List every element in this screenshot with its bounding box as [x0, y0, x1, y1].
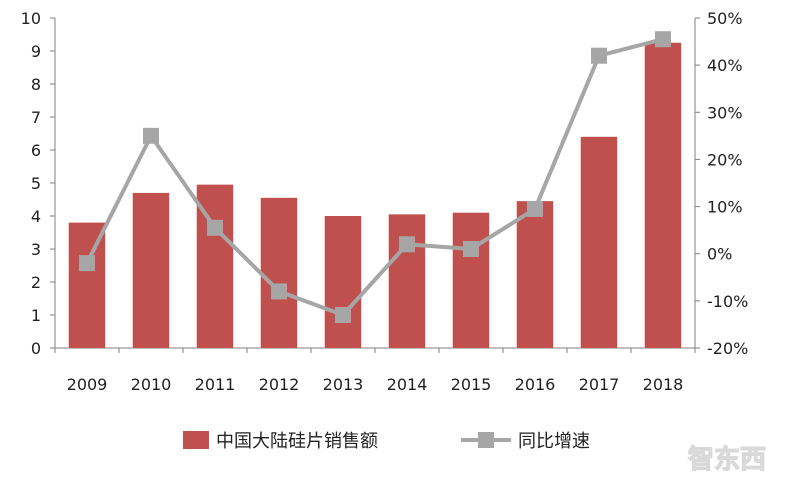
x-tick-label: 2017	[579, 375, 620, 394]
line-point	[271, 283, 287, 300]
line-point	[591, 47, 607, 64]
right-tick-label: -10%	[707, 292, 748, 311]
line-point	[207, 219, 223, 236]
legend: 中国大陆硅片销售额 同比增速	[183, 431, 590, 452]
left-tick-label: 5	[31, 174, 41, 193]
bar	[644, 42, 682, 348]
x-tick-label: 2018	[643, 375, 684, 394]
legend-bar-label: 中国大陆硅片销售额	[216, 431, 378, 452]
left-tick-label: 2	[31, 273, 41, 292]
right-tick-label: -20%	[707, 339, 748, 358]
left-tick-label: 6	[31, 141, 41, 160]
legend-bar-swatch	[183, 431, 209, 449]
line-point	[143, 127, 159, 144]
bar-series	[68, 42, 682, 348]
left-tick-label: 8	[31, 75, 41, 94]
bar	[452, 212, 490, 348]
left-tick-label: 10	[21, 9, 41, 28]
left-tick-label: 0	[31, 339, 41, 358]
x-tick-label: 2011	[195, 375, 236, 394]
line-point	[335, 307, 351, 323]
legend-line-label: 同比增速	[518, 431, 590, 452]
line-point	[527, 200, 543, 217]
left-tick-label: 7	[31, 108, 41, 127]
bar	[516, 201, 554, 348]
line-series	[79, 31, 671, 323]
right-tick-label: 10%	[707, 198, 743, 217]
line-point	[79, 255, 95, 272]
x-tick-label: 2012	[259, 375, 300, 394]
line-point	[399, 236, 415, 253]
x-axis-ticks: 2009 2010 2011 2012 2013 2014 2015 2016 2017 2018	[54, 348, 696, 394]
growth-line	[85, 37, 664, 317]
x-tick-label: 2014	[387, 375, 428, 394]
bar	[132, 192, 170, 348]
bar	[68, 222, 106, 348]
left-tick-label: 3	[31, 240, 41, 259]
bar	[388, 214, 426, 348]
bar	[580, 136, 618, 348]
x-tick-label: 2009	[67, 375, 108, 394]
right-tick-label: 20%	[707, 150, 743, 169]
watermark: 智东西	[688, 444, 766, 475]
legend-line-marker	[478, 432, 494, 448]
x-tick-label: 2015	[451, 375, 492, 394]
right-tick-label: 40%	[707, 56, 743, 75]
x-tick-label: 2010	[131, 375, 172, 394]
right-tick-label: 30%	[707, 103, 743, 122]
left-tick-label: 1	[31, 306, 41, 325]
right-axis-ticks: -20% -10% 0% 10% 20% 30% 40% 50%	[695, 9, 748, 358]
x-tick-label: 2016	[515, 375, 556, 394]
bar	[260, 197, 298, 348]
bar	[324, 216, 362, 348]
x-tick-label: 2013	[323, 375, 364, 394]
line-point	[655, 31, 671, 48]
left-tick-label: 9	[31, 42, 41, 61]
left-tick-label: 4	[31, 207, 41, 226]
line-point	[463, 241, 479, 257]
right-tick-label: 0%	[707, 245, 732, 264]
right-tick-label: 50%	[707, 9, 743, 28]
left-axis-ticks: 0 1 2 3 4 5 6 7 8 9 10	[21, 9, 55, 358]
